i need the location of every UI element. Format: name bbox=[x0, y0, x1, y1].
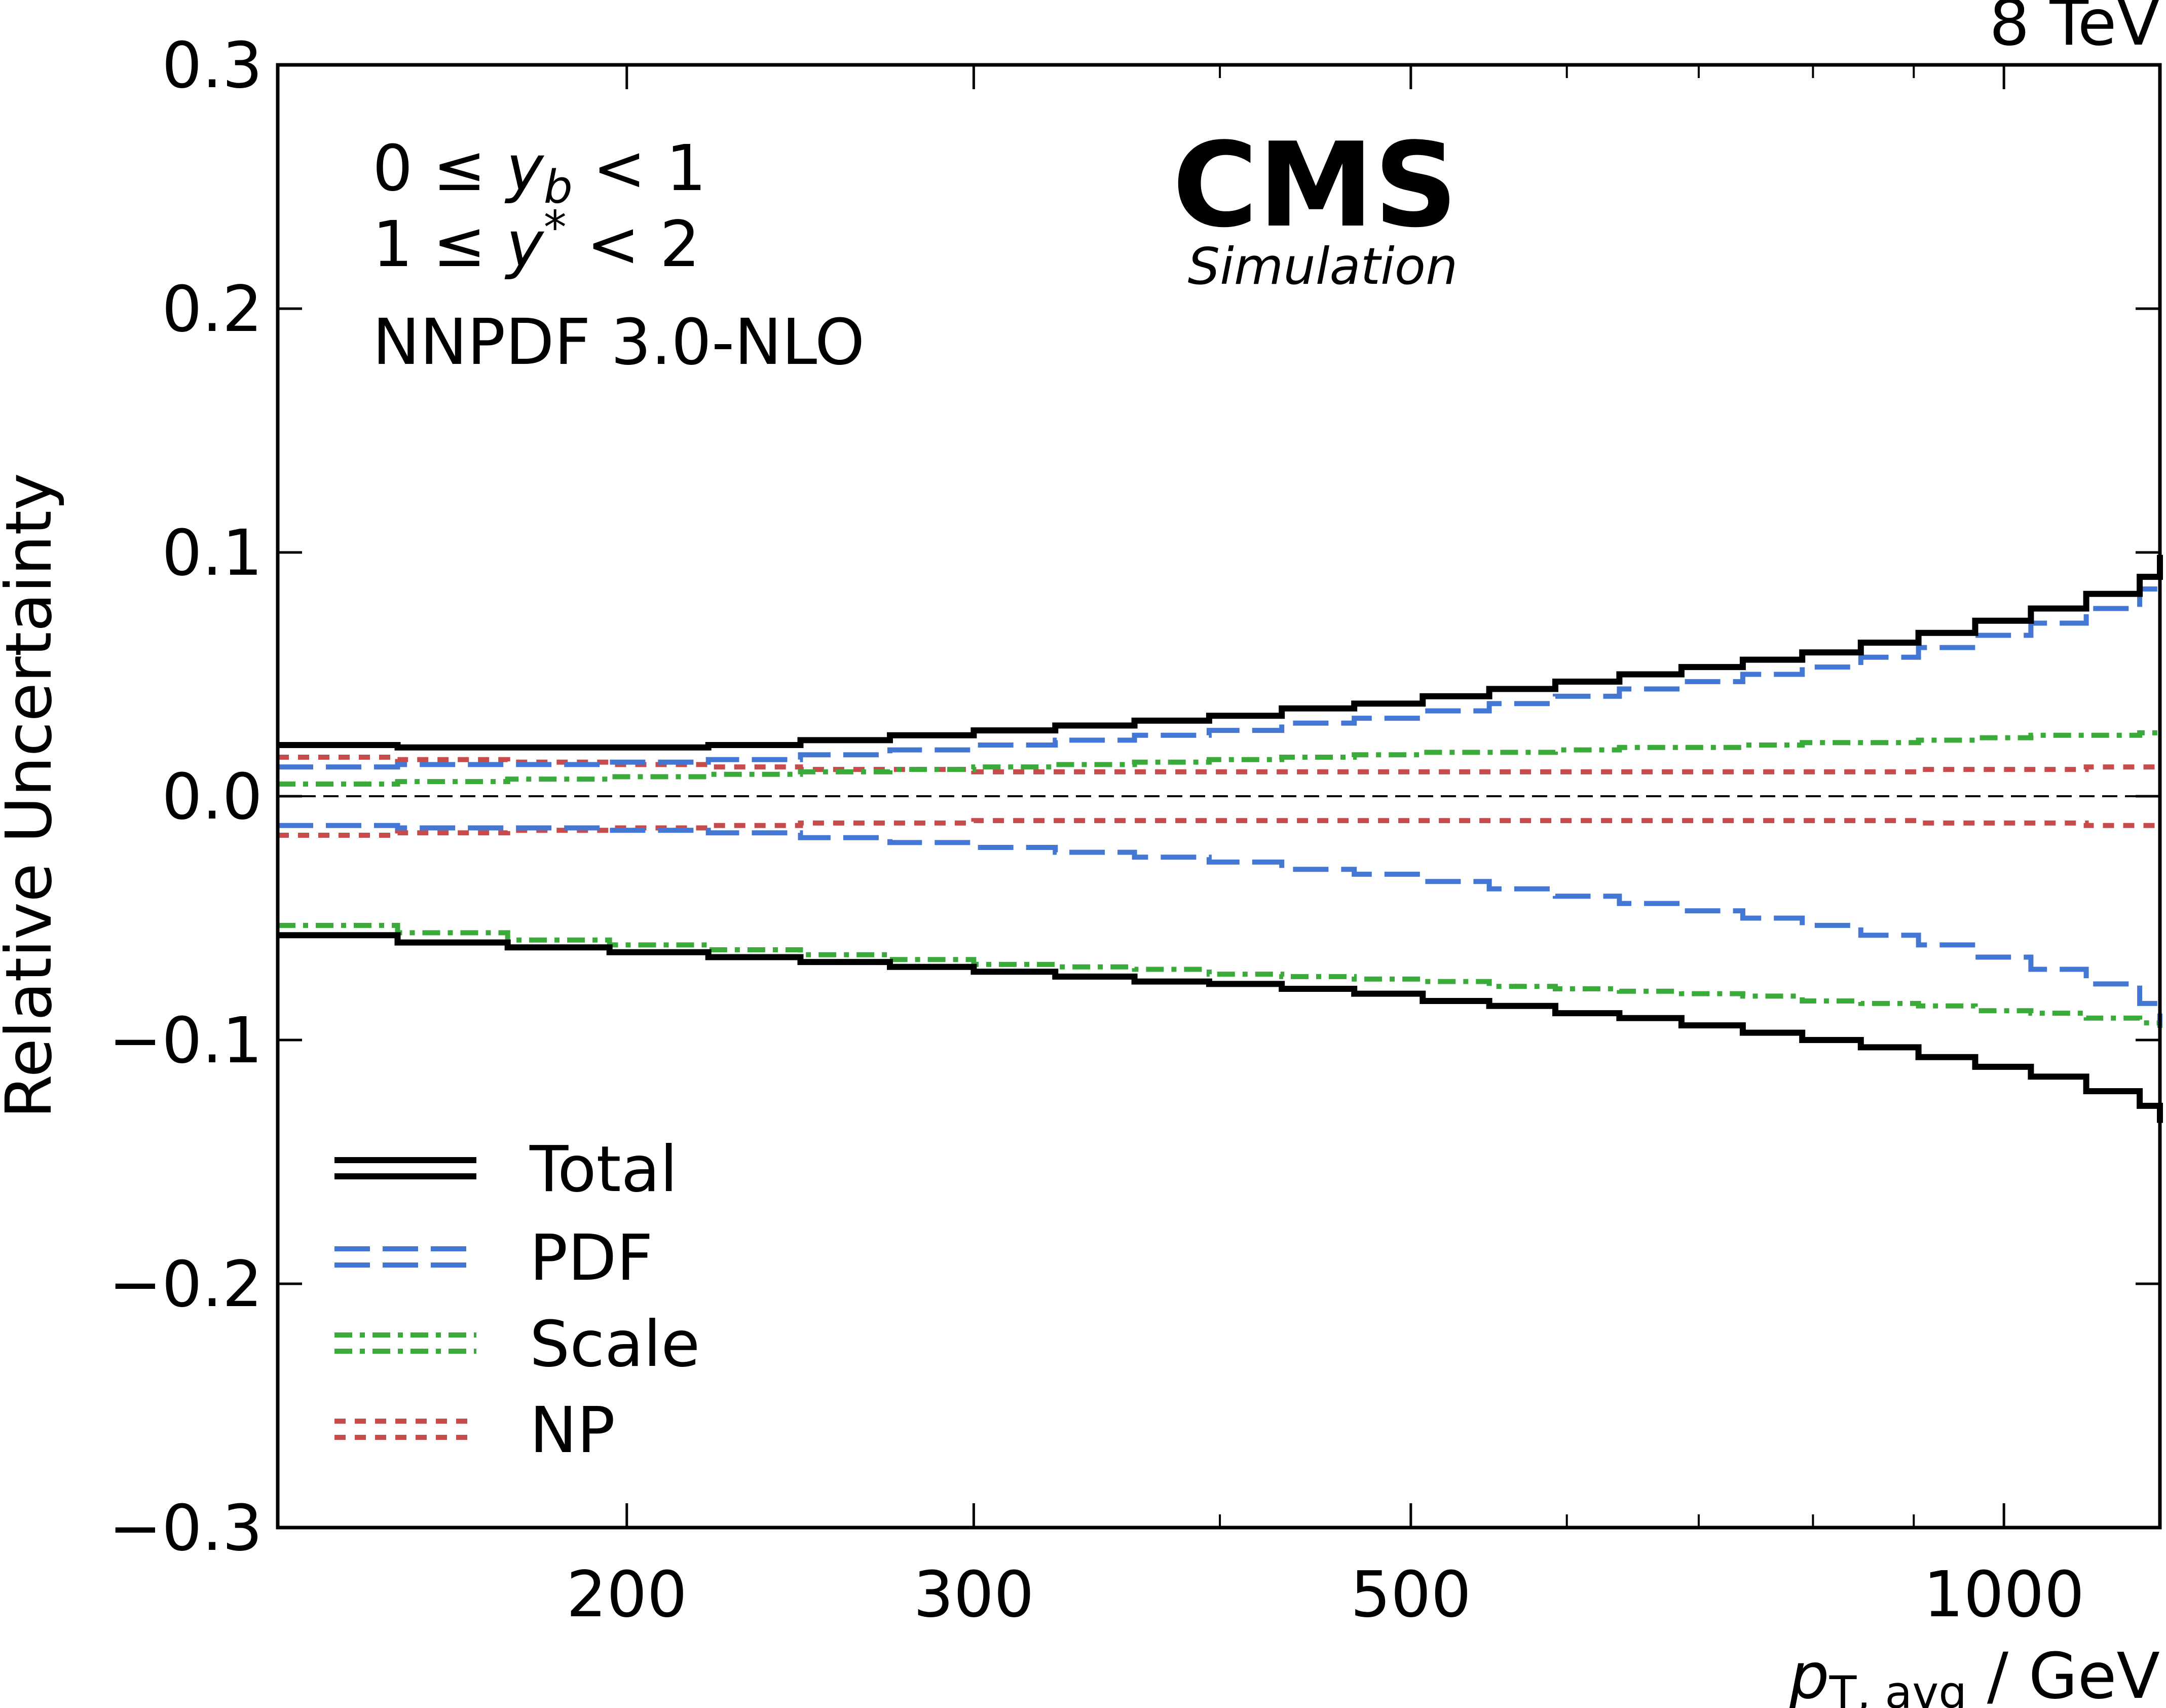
series-total-lower bbox=[278, 932, 2163, 1123]
series-total-upper bbox=[278, 554, 2163, 751]
y-tick-label: 0.1 bbox=[162, 516, 263, 590]
x-tick-label: 200 bbox=[567, 1558, 688, 1631]
y-tick-label: 0.0 bbox=[162, 760, 263, 834]
yb-range-post: < 1 bbox=[573, 132, 706, 205]
series-group bbox=[278, 554, 2163, 1123]
ystar-range-annotation: 1 ≤ y* < 2 bbox=[372, 201, 700, 281]
x-tick-label: 300 bbox=[913, 1558, 1034, 1631]
y-axis-label: Relative Uncertainty bbox=[0, 473, 66, 1119]
yb-range-pre: 0 ≤ bbox=[372, 132, 506, 205]
x-tick-label: 500 bbox=[1351, 1558, 1472, 1631]
experiment-sublabel: Simulation bbox=[1188, 237, 1458, 296]
legend-label-scale: Scale bbox=[530, 1308, 700, 1381]
series-np-lower bbox=[278, 818, 2160, 838]
experiment-label: CMS bbox=[1172, 118, 1458, 253]
yb-range-annotation: 0 ≤ yb < 1 bbox=[372, 132, 706, 214]
y-tick-label: 0.3 bbox=[162, 29, 263, 102]
x-axis-label-sub: T, avg bbox=[1829, 1666, 1967, 1708]
yb-range-var: y bbox=[504, 132, 545, 205]
y-tick-label: −0.3 bbox=[108, 1492, 263, 1565]
ystar-range-sup: * bbox=[544, 201, 567, 254]
x-axis-label-rest: / GeV bbox=[1967, 1640, 2160, 1708]
yb-range-sub: b bbox=[544, 161, 573, 214]
x-tick-label: 1000 bbox=[1923, 1558, 2084, 1631]
x-axis-label: pT, avg / GeV bbox=[1788, 1640, 2160, 1708]
energy-label: 8 TeV bbox=[1989, 0, 2160, 60]
series-pdf-lower bbox=[278, 823, 2162, 1026]
ystar-range-pre: 1 ≤ bbox=[372, 208, 506, 281]
series-pdf-upper bbox=[278, 567, 2162, 770]
legend: Total PDF Scale NP bbox=[334, 1133, 700, 1467]
series-np-upper bbox=[278, 755, 2160, 774]
y-ticks: −0.3 −0.2 −0.1 0.0 0.1 0.2 0.3 bbox=[108, 29, 2160, 1565]
x-axis-label-var: p bbox=[1788, 1640, 1829, 1708]
y-tick-label: −0.2 bbox=[108, 1248, 263, 1321]
series-scale-upper bbox=[278, 730, 2162, 787]
y-tick-label: −0.1 bbox=[108, 1004, 263, 1078]
pdf-set-annotation: NNPDF 3.0-NLO bbox=[372, 306, 865, 379]
series-scale-lower bbox=[278, 922, 2162, 1028]
legend-label-total: Total bbox=[529, 1133, 678, 1206]
legend-label-pdf: PDF bbox=[530, 1221, 653, 1295]
ystar-range-post: < 2 bbox=[567, 208, 700, 281]
x-ticks: 200 300 500 1000 bbox=[567, 65, 2084, 1631]
y-tick-label: 0.2 bbox=[162, 273, 263, 346]
legend-label-np: NP bbox=[530, 1394, 615, 1467]
ystar-range-var: y bbox=[504, 208, 545, 281]
